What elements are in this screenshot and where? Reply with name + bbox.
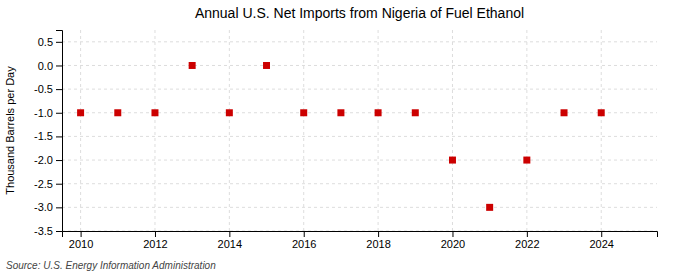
tick-mark [229,231,230,237]
tick: -3.5 [34,225,62,237]
tick: 0.5 [38,36,62,48]
x-axis-line [63,232,658,238]
grid-line [303,30,304,231]
plot: 2010 2012 2014 2016 2018 2020 2022 2024 0.5 0.0 -0… [34,30,657,250]
grid-line [601,30,602,231]
tick-mark [304,231,305,237]
grid-line [62,160,657,161]
tick-label: 2010 [69,238,93,250]
point [151,109,158,116]
tick-mark [56,207,62,208]
grid-line [452,30,453,231]
tick-label: 2020 [441,238,465,250]
tick-mark [56,231,62,232]
title: Annual U.S. Net Imports from Nigeria of … [195,5,524,21]
point [226,109,233,116]
tick-label: 2014 [218,238,242,250]
y-axis-title: Thousand Barrels per Day [4,66,16,195]
tick: 2020 [441,231,465,250]
grid-line [62,112,657,113]
tick-mark [56,113,62,114]
grid-line [62,41,657,42]
tick-mark [56,136,62,137]
tick-mark [56,42,62,43]
tick: 2016 [292,231,316,250]
tick-label: 2022 [515,238,539,250]
x-axis: 2010 2012 2014 2016 2018 2020 2022 2024 [63,231,658,250]
tick-label: -2.5 [34,178,53,190]
point [598,109,605,116]
tick-label: 0.0 [38,59,53,71]
point [412,109,419,116]
source: Source: U.S. Energy Information Administ… [6,260,216,271]
tick-mark [155,231,156,237]
y-axis-line [56,31,63,232]
grid-line [80,30,81,231]
tick-label: -1.5 [34,130,53,142]
point [189,62,196,69]
grid-line [62,207,657,208]
tick: 0.0 [38,59,62,71]
point [114,109,121,116]
points [77,62,605,211]
point [263,62,270,69]
point [449,157,456,164]
tick-mark [378,231,379,237]
tick-mark [81,231,82,237]
tick: -2.5 [34,178,62,190]
tick-mark [56,184,62,185]
tick-mark [56,89,62,90]
tick-mark [56,65,62,66]
tick-mark [452,231,453,237]
tick-label: 2012 [143,238,167,250]
point [486,204,493,211]
point [523,157,530,164]
tick-mark [527,231,528,237]
tick-label: 2024 [589,238,613,250]
tick-label: -1.0 [34,107,53,119]
point [337,109,344,116]
tick: -0.5 [34,83,62,95]
tick: 2012 [143,231,167,250]
tick-mark [601,231,602,237]
tick: -1.0 [34,107,62,119]
grid-line [154,30,155,231]
grid-line [526,30,527,231]
point [375,109,382,116]
grid-line [378,30,379,231]
tick-label: -0.5 [34,83,53,95]
grid-line [229,30,230,231]
grid-line [62,136,657,137]
grid-line [62,89,657,90]
grid [62,30,657,231]
tick-label: -2.0 [34,154,53,166]
tick: 2014 [218,231,242,250]
tick: -3.0 [34,201,62,213]
tick-label: 2016 [292,238,316,250]
tick: -2.0 [34,154,62,166]
point [300,109,307,116]
point [77,109,84,116]
tick: 2010 [69,231,93,250]
grid-line [62,65,657,66]
tick-label: -3.5 [34,225,53,237]
tick: 2018 [366,231,390,250]
chart: 2010 2012 2014 2016 2018 2020 2022 2024 0.5 0.0 -0… [0,0,675,275]
grid-line [62,183,657,184]
tick: 2024 [589,231,613,250]
tick-mark [56,160,62,161]
point [561,109,568,116]
tick: 2022 [515,231,539,250]
y-axis: 0.5 0.0 -0.5 -1.0 -1.5 -2.0 -2.5 -3.0 -3.5 [34,31,62,238]
tick-label: 2018 [366,238,390,250]
tick-label: 0.5 [38,36,53,48]
tick: -1.5 [34,130,62,142]
tick-label: -3.0 [34,201,53,213]
